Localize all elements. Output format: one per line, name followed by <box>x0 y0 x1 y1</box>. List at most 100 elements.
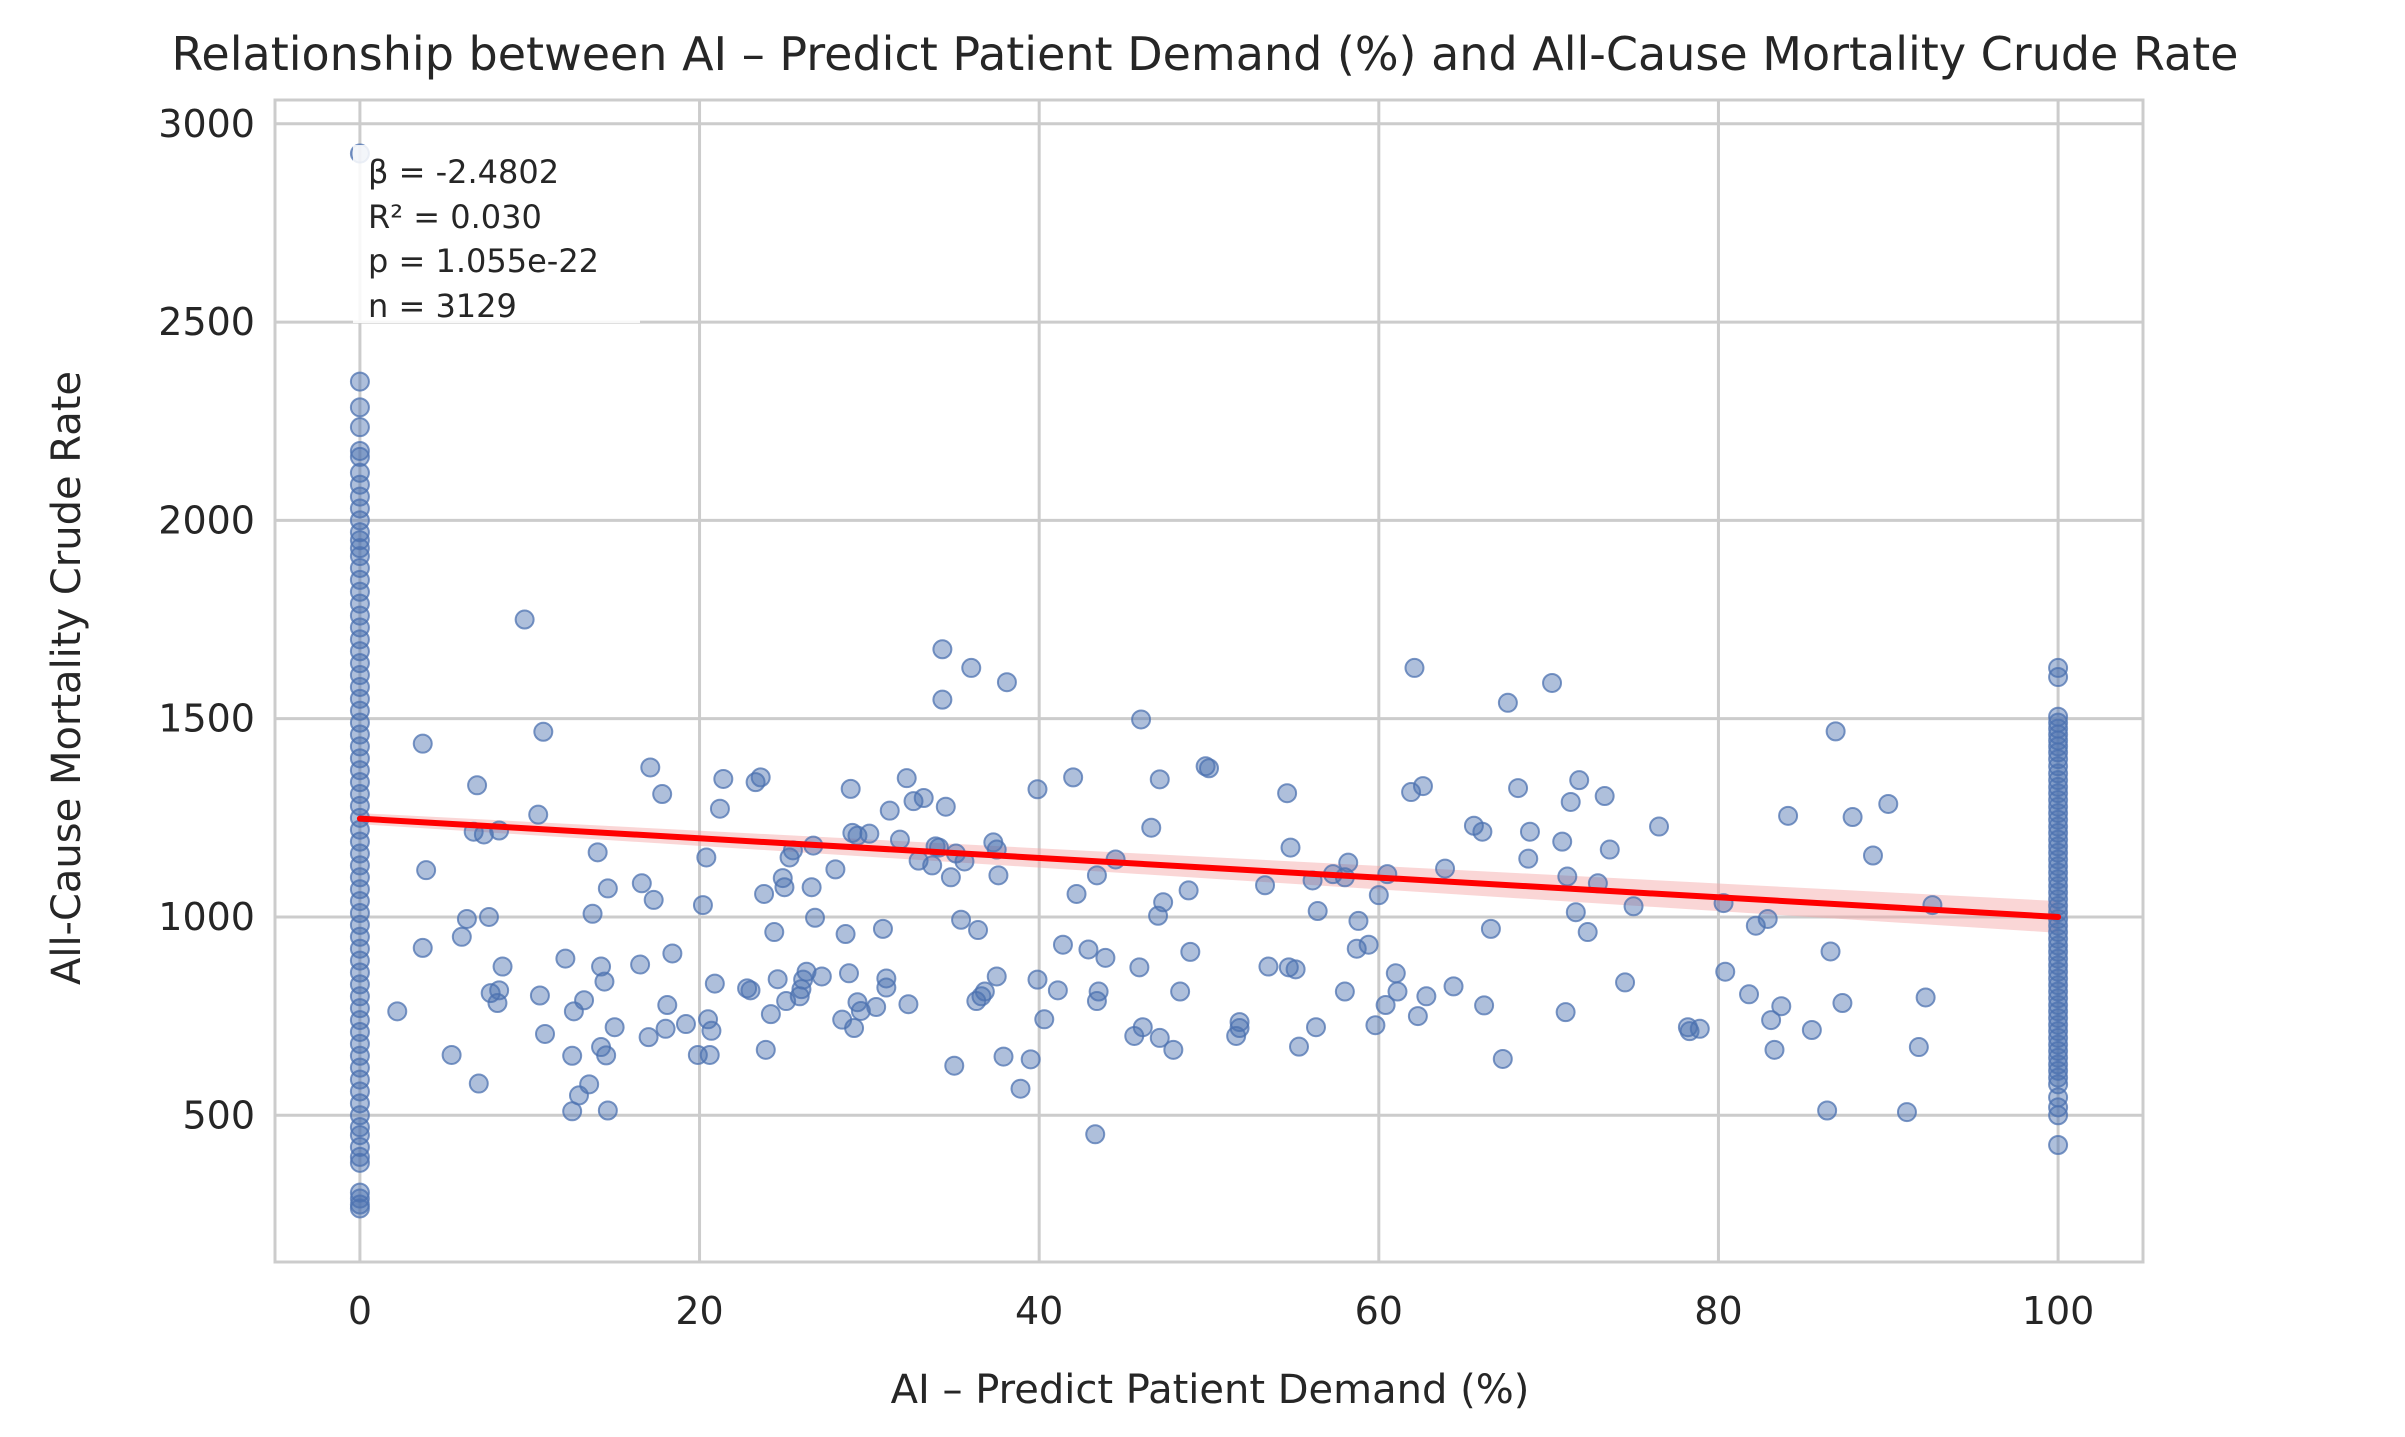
data-point <box>349 1117 370 1138</box>
data-point <box>1368 885 1389 906</box>
data-point <box>1052 934 1073 955</box>
data-point <box>1277 783 1298 804</box>
data-point <box>579 1074 600 1095</box>
data-point <box>2048 763 2069 784</box>
data-point <box>879 800 900 821</box>
data-point <box>1307 901 1328 922</box>
data-point <box>1508 778 1529 799</box>
data-point <box>1255 875 1276 896</box>
regression-line-group <box>356 815 2062 920</box>
data-point <box>2048 1097 2069 1118</box>
data-point <box>698 1009 719 1030</box>
data-point <box>412 937 433 958</box>
data-point <box>1801 1019 1822 1040</box>
data-point <box>2048 961 2069 982</box>
data-point <box>1416 986 1437 1007</box>
data-point <box>387 1001 408 1022</box>
data-point <box>412 733 433 754</box>
data-point <box>1085 1124 1106 1145</box>
data-point <box>349 1152 370 1173</box>
y-tick-label: 1500 <box>158 697 255 741</box>
x-tick-label: 20 <box>675 1289 723 1333</box>
data-point <box>596 1045 617 1066</box>
data-point <box>922 855 943 876</box>
data-point <box>1557 866 1578 887</box>
data-point <box>2048 822 2069 843</box>
data-point <box>662 943 683 964</box>
data-point <box>1569 770 1590 791</box>
data-point <box>1757 908 1778 929</box>
stats-n: n = 3129 <box>368 287 517 325</box>
data-point <box>1577 922 1598 943</box>
data-point <box>468 1073 489 1094</box>
data-point <box>866 996 887 1017</box>
data-point <box>1542 672 1563 693</box>
data-point <box>1623 896 1644 917</box>
data-point <box>1649 816 1670 837</box>
data-point <box>1715 961 1736 982</box>
y-tick-labels: 500 1000 1500 2000 2500 3000 <box>158 102 255 1137</box>
data-point <box>1334 981 1355 1002</box>
data-point <box>1519 821 1540 842</box>
data-point <box>1896 1102 1917 1123</box>
data-point <box>467 775 488 796</box>
data-point <box>850 1000 871 1021</box>
data-point <box>2048 756 2069 777</box>
data-point <box>514 609 535 630</box>
data-point <box>1285 959 1306 980</box>
data-point <box>1289 1036 1310 1057</box>
data-point <box>1027 969 1048 990</box>
x-tick-label: 80 <box>1694 1289 1742 1333</box>
data-point <box>896 768 917 789</box>
data-point <box>1832 993 1853 1014</box>
data-point <box>574 990 595 1011</box>
data-point <box>349 530 370 551</box>
regression-line <box>356 815 2062 920</box>
data-point <box>760 1004 781 1025</box>
data-point <box>1908 1037 1929 1058</box>
data-point <box>935 796 956 817</box>
data-point <box>604 1017 625 1038</box>
data-point <box>696 847 717 868</box>
data-point <box>533 721 554 742</box>
data-point <box>349 1146 370 1167</box>
data-point <box>2048 1021 2069 1042</box>
data-point <box>1915 987 1936 1008</box>
data-point <box>1401 782 1422 803</box>
data-point <box>1149 1027 1170 1048</box>
data-point <box>1565 902 1586 923</box>
data-point <box>2048 882 2069 903</box>
data-point <box>2048 842 2069 863</box>
data-point <box>2048 1105 2069 1126</box>
data-point <box>1472 821 1493 842</box>
data-point <box>1153 892 1174 913</box>
data-point <box>478 906 499 927</box>
chart-title: Relationship between AI – Predict Patien… <box>172 27 2239 81</box>
data-point <box>699 1044 720 1065</box>
x-tick-labels: 0 20 40 60 80 100 <box>348 1289 2095 1333</box>
data-point <box>1163 1039 1184 1060</box>
data-point <box>1474 995 1495 1016</box>
data-point <box>1149 769 1170 790</box>
data-point <box>704 973 725 994</box>
data-point <box>1063 767 1084 788</box>
data-point <box>1599 839 1620 860</box>
data-point <box>1778 805 1799 826</box>
data-point <box>1348 910 1369 931</box>
data-point <box>2048 783 2069 804</box>
y-axis-label: All-Cause Mortality Crude Rate <box>44 371 90 985</box>
data-point <box>1305 1017 1326 1038</box>
data-point <box>872 918 893 939</box>
grid <box>275 100 2143 1262</box>
data-point <box>898 994 919 1015</box>
data-point <box>640 757 661 778</box>
data-point <box>701 1020 722 1041</box>
data-point <box>1820 941 1841 962</box>
data-point <box>801 877 822 898</box>
data-point <box>451 926 472 947</box>
data-point <box>1258 956 1279 977</box>
data-point <box>1229 1012 1250 1033</box>
data-point <box>940 867 961 888</box>
data-point <box>2048 922 2069 943</box>
data-point <box>825 859 846 880</box>
